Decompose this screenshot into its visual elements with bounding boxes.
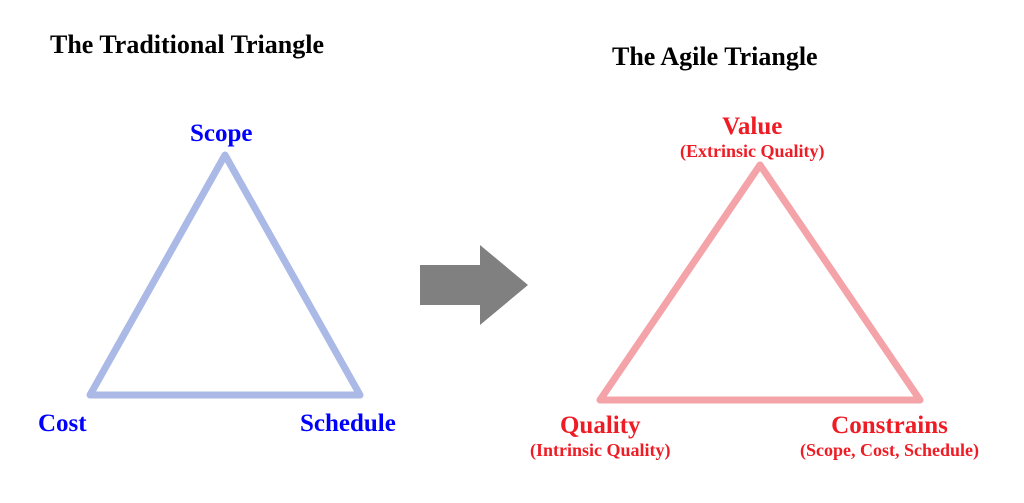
- agile-triangle-shape: [600, 165, 920, 400]
- agile-top-label: Value (Extrinsic Quality): [680, 113, 825, 162]
- agile-top-sub: (Extrinsic Quality): [680, 141, 825, 162]
- agile-bottom-right-label: Constrains (Scope, Cost, Schedule): [800, 412, 979, 461]
- agile-bleft-sub: (Intrinsic Quality): [530, 440, 671, 461]
- agile-bright-sub: (Scope, Cost, Schedule): [800, 440, 979, 461]
- agile-bright-main: Constrains: [831, 412, 948, 439]
- agile-bottom-left-label: Quality (Intrinsic Quality): [530, 412, 671, 461]
- agile-bleft-main: Quality: [560, 412, 641, 439]
- agile-top-main: Value: [722, 113, 782, 140]
